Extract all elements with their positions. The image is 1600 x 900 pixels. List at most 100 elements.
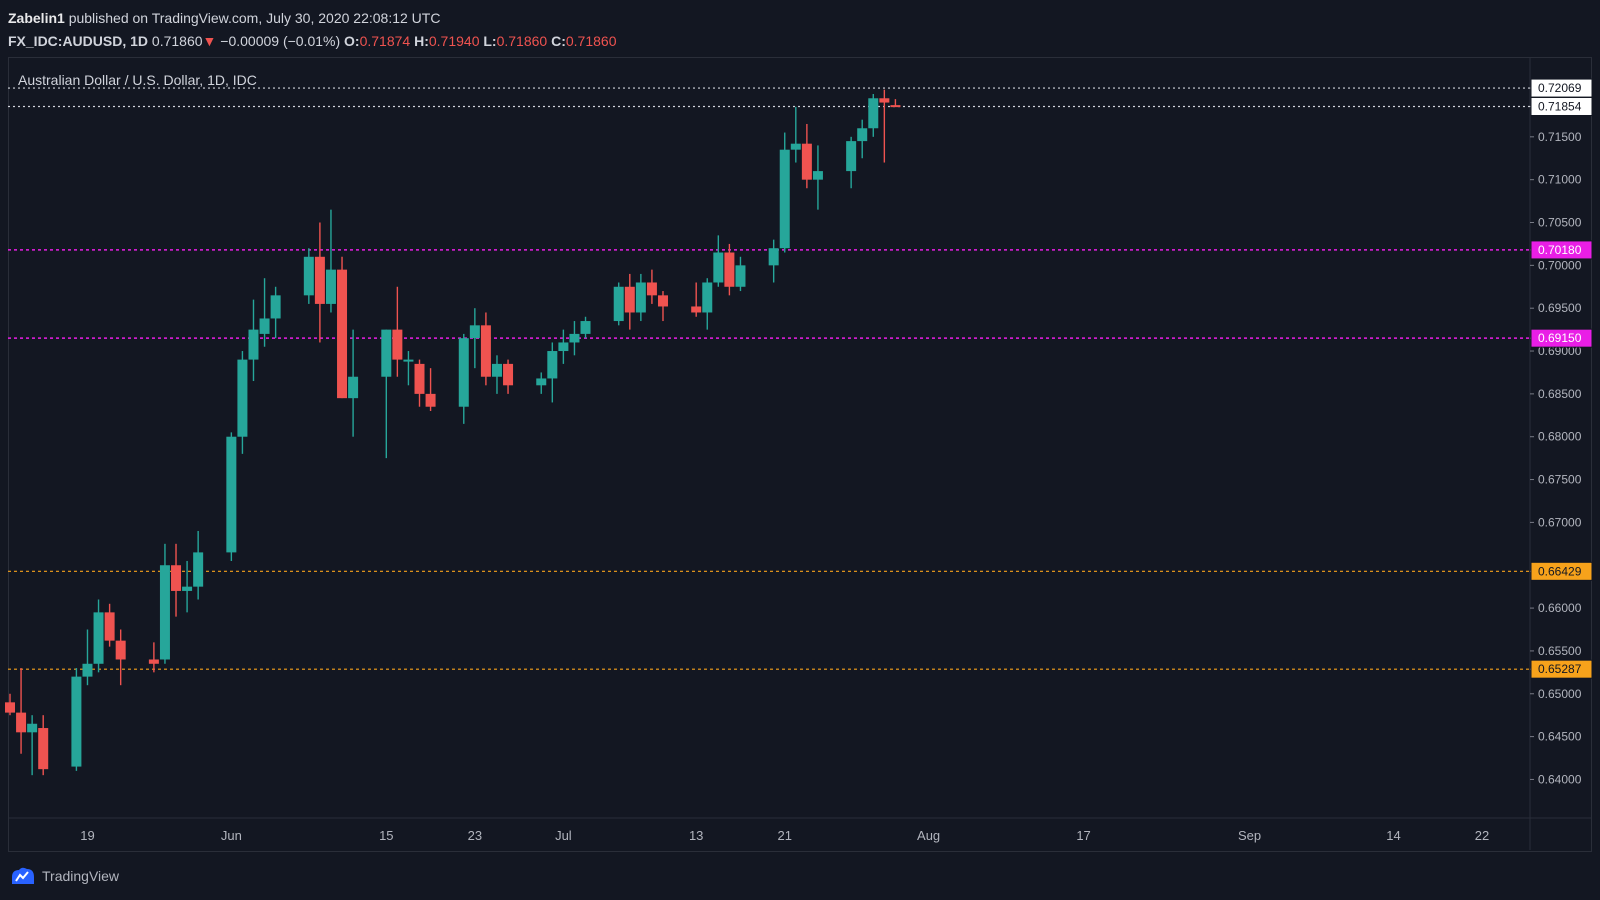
candle-body bbox=[569, 333, 580, 343]
candle-body bbox=[337, 269, 348, 399]
candle-body bbox=[248, 329, 259, 360]
candle bbox=[414, 359, 425, 407]
tradingview-brand: TradingView bbox=[42, 868, 120, 884]
candle bbox=[635, 273, 646, 322]
candle-body bbox=[857, 128, 868, 142]
x-tick-label: 19 bbox=[80, 828, 94, 843]
low-label: L: bbox=[483, 33, 497, 49]
candle bbox=[846, 136, 857, 189]
close-value: 0.71860 bbox=[565, 33, 617, 49]
candle bbox=[348, 329, 359, 437]
x-tick-label: 23 bbox=[468, 828, 482, 843]
level-price-tag-label: 0.66429 bbox=[1538, 564, 1582, 578]
candle bbox=[325, 209, 336, 313]
candle bbox=[71, 668, 82, 771]
candle bbox=[503, 359, 514, 394]
candle-body bbox=[414, 363, 425, 394]
y-tick-label: 0.64500 bbox=[1538, 730, 1582, 744]
tradingview-logo-icon bbox=[12, 867, 34, 884]
candle-body bbox=[303, 256, 314, 296]
candle-body bbox=[890, 105, 901, 108]
y-tick-label: 0.65000 bbox=[1538, 687, 1582, 701]
candle-body bbox=[148, 659, 159, 664]
down-arrow-icon: ▼ bbox=[202, 33, 217, 49]
candle-body bbox=[646, 282, 657, 296]
candle bbox=[812, 145, 823, 210]
x-tick-label: 17 bbox=[1076, 828, 1090, 843]
level-price-tag-label: 0.70180 bbox=[1538, 243, 1582, 257]
candle bbox=[702, 278, 713, 330]
open-label: O: bbox=[344, 33, 360, 49]
candle bbox=[193, 530, 204, 600]
candle-body bbox=[93, 612, 104, 664]
y-tick-label: 0.64000 bbox=[1538, 772, 1582, 786]
candle bbox=[337, 256, 348, 399]
y-tick-label: 0.70500 bbox=[1538, 216, 1582, 230]
author-name[interactable]: Zabelin1 bbox=[8, 10, 65, 26]
candle bbox=[547, 342, 558, 403]
candle bbox=[890, 99, 901, 108]
candle bbox=[182, 560, 193, 613]
candle-body bbox=[16, 712, 27, 733]
candle-body bbox=[469, 325, 480, 339]
x-tick-label: 13 bbox=[689, 828, 703, 843]
level-price-tag bbox=[1530, 659, 1593, 679]
tradingview-footer[interactable]: TradingView bbox=[8, 866, 119, 886]
high-value: 0.71940 bbox=[428, 33, 480, 49]
chart-frame bbox=[8, 57, 1592, 852]
candle-body bbox=[879, 98, 890, 103]
candle bbox=[657, 291, 668, 322]
candle-body bbox=[314, 256, 325, 304]
candle bbox=[790, 106, 801, 163]
y-tick-label: 0.71500 bbox=[1538, 130, 1582, 144]
candle-body bbox=[259, 318, 270, 334]
candle-body bbox=[392, 329, 403, 360]
candle-body bbox=[425, 393, 436, 407]
y-tick-label: 0.66000 bbox=[1538, 601, 1582, 615]
publish-text: published on TradingView.com, July 30, 2… bbox=[68, 10, 441, 26]
candle bbox=[558, 329, 569, 364]
candle-body bbox=[657, 295, 668, 307]
candle-body bbox=[159, 565, 170, 660]
candle bbox=[248, 299, 259, 382]
candle bbox=[480, 312, 491, 386]
y-tick-label: 0.68500 bbox=[1538, 387, 1582, 401]
candle-body bbox=[182, 586, 193, 591]
candle bbox=[148, 642, 159, 673]
candle-body bbox=[403, 359, 414, 362]
candle-body bbox=[458, 338, 469, 407]
candle-body bbox=[104, 612, 115, 641]
candle-body bbox=[171, 565, 182, 591]
candle bbox=[857, 119, 868, 159]
chart-legend: Australian Dollar / U.S. Dollar, 1D, IDC bbox=[18, 72, 257, 88]
level-price-tag-label: 0.69150 bbox=[1538, 331, 1582, 345]
level-price-tag bbox=[1530, 561, 1593, 581]
candle bbox=[270, 286, 281, 339]
candle bbox=[104, 603, 115, 647]
candle bbox=[624, 273, 635, 330]
symbol-name[interactable]: FX_IDC:AUDUSD, 1D bbox=[8, 33, 149, 49]
candle-body bbox=[27, 723, 38, 733]
candle bbox=[536, 372, 547, 394]
candle-body bbox=[71, 676, 82, 767]
candle-body bbox=[635, 282, 646, 313]
candle bbox=[879, 89, 890, 163]
candle-body bbox=[691, 306, 702, 313]
candle bbox=[801, 123, 812, 189]
level-price-tag-label: 0.65287 bbox=[1538, 662, 1582, 676]
candle bbox=[27, 715, 38, 776]
y-tick-label: 0.67000 bbox=[1538, 515, 1582, 529]
close-label: C: bbox=[551, 33, 566, 49]
x-tick-label: 14 bbox=[1386, 828, 1400, 843]
level-price-tag bbox=[1530, 96, 1593, 116]
symbol-info: FX_IDC:AUDUSD, 1D 0.71860▼ −0.00009 (−0.… bbox=[8, 33, 616, 49]
candle-body bbox=[558, 342, 569, 352]
candle bbox=[569, 321, 580, 356]
open-value: 0.71874 bbox=[359, 33, 411, 49]
candle-body bbox=[226, 436, 237, 553]
candle bbox=[259, 278, 270, 347]
candle bbox=[580, 316, 591, 339]
last-price: 0.71860 bbox=[151, 33, 203, 49]
candle bbox=[38, 715, 49, 776]
